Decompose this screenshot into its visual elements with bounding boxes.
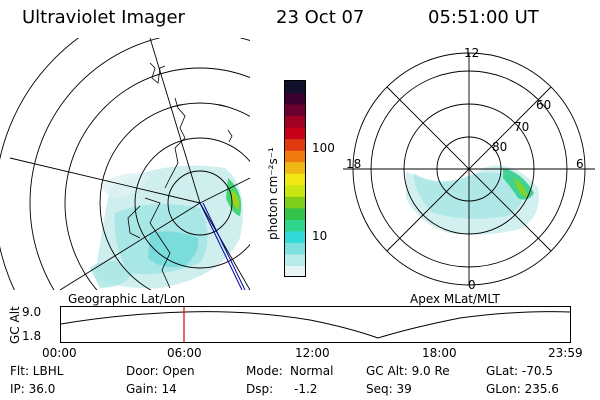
ip-info: IP: 36.0 xyxy=(10,382,56,396)
latitude-circles xyxy=(0,38,250,290)
instrument-title: Ultraviolet Imager xyxy=(22,7,185,28)
mlt-label-0: 0 xyxy=(468,278,476,292)
colorbar-cell xyxy=(285,92,305,105)
colorbar-cell xyxy=(285,127,305,140)
door-info: Door: Open xyxy=(126,364,195,378)
magnetic-label: Apex MLat/MLT xyxy=(410,292,500,306)
altitude-ytick-1-8: 1.8 xyxy=(22,329,42,343)
glat-info: GLat: -70.5 xyxy=(486,364,553,378)
mlt-label-6: 6 xyxy=(576,157,584,171)
colorbar-tick-10: 10 xyxy=(312,229,328,243)
colorbar-cell xyxy=(285,265,305,278)
observation-time: 05:51:00 UT xyxy=(428,7,539,28)
glon-info: GLon: 235.6 xyxy=(486,382,559,396)
colorbar xyxy=(284,80,306,278)
colorbar-cell xyxy=(285,207,305,220)
altitude-plot xyxy=(60,306,571,343)
geographic-map xyxy=(0,38,250,290)
filter-info: Flt: LBHL xyxy=(10,364,64,378)
dsp-label: Dsp: xyxy=(246,382,274,396)
dsp-value: -1.2 xyxy=(294,382,318,396)
longitude-lines xyxy=(9,38,250,290)
mlat-label-80: 80 xyxy=(492,140,508,154)
colorbar-cell xyxy=(285,150,305,163)
mlt-label-12: 12 xyxy=(464,46,480,60)
altitude-ylabel: GC Alt xyxy=(8,306,22,344)
gc-alt-info: GC Alt: 9.0 Re xyxy=(366,364,450,378)
geographic-label: Geographic Lat/Lon xyxy=(68,292,186,306)
aurora-emission-mag xyxy=(406,165,539,235)
colorbar-cell xyxy=(285,161,305,174)
colorbar-cell xyxy=(285,115,305,128)
seq-info: Seq: 39 xyxy=(366,382,412,396)
colorbar-cell xyxy=(285,184,305,197)
time-tick-0600: 06:00 xyxy=(167,346,202,360)
mode-value: Normal xyxy=(290,364,334,378)
altitude-curve xyxy=(60,311,571,339)
observation-date: 23 Oct 07 xyxy=(276,7,365,28)
colorbar-cell xyxy=(285,219,305,232)
coastline xyxy=(127,62,233,289)
time-tick-1800: 18:00 xyxy=(422,346,457,360)
time-tick-0000: 00:00 xyxy=(42,346,77,360)
colorbar-cell xyxy=(285,104,305,117)
colorbar-cell xyxy=(285,253,305,266)
colorbar-cell xyxy=(285,81,305,94)
altitude-ytick-9: 9.0 xyxy=(22,305,42,319)
mlat-label-60: 60 xyxy=(536,98,552,112)
mlat-label-70: 70 xyxy=(514,120,530,134)
satellite-track xyxy=(199,202,246,290)
colorbar-cell xyxy=(285,196,305,209)
colorbar-tick-100: 100 xyxy=(312,141,335,155)
mlt-label-18: 18 xyxy=(346,157,362,171)
aurora-emission-geo xyxy=(90,165,243,289)
colorbar-cell xyxy=(285,242,305,255)
colorbar-unit-label: photon cm⁻²s⁻¹ xyxy=(266,147,280,240)
mode-label: Mode: xyxy=(246,364,283,378)
colorbar-cell xyxy=(285,138,305,151)
colorbar-cell xyxy=(285,173,305,186)
time-tick-1200: 12:00 xyxy=(295,346,330,360)
gain-info: Gain: 14 xyxy=(126,382,177,396)
time-tick-2359: 23:59 xyxy=(548,346,583,360)
colorbar-cell xyxy=(285,230,305,243)
magnetic-polar-plot xyxy=(343,52,595,286)
mlt-lines xyxy=(343,53,595,285)
